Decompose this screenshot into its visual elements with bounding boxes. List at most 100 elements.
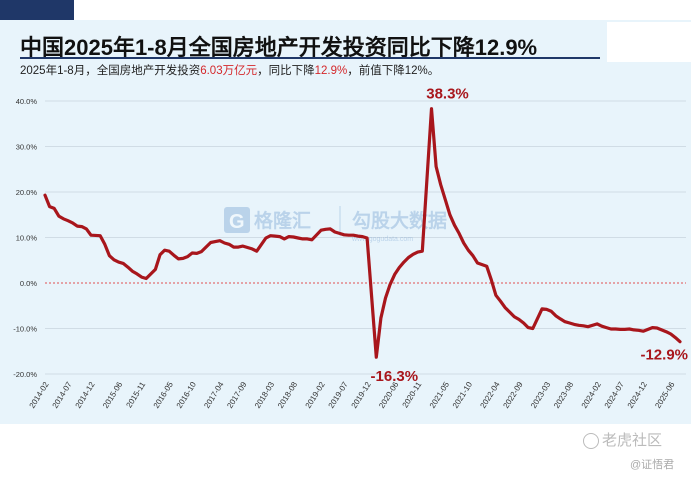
y-tick-label: 20.0%	[16, 188, 38, 197]
data-point	[85, 228, 87, 230]
data-point	[389, 283, 391, 285]
data-point	[325, 228, 327, 230]
x-tick-label: 2017-04	[202, 380, 225, 410]
x-tick-label: 2024-02	[580, 380, 603, 410]
data-point	[90, 234, 92, 236]
x-tick-label: 2023-03	[529, 380, 552, 410]
data-point	[421, 250, 423, 252]
x-axis: 2014-02 2014-07 2014-12 2015-06 2015-11 2016-…	[28, 380, 677, 410]
x-tick-label: 2018-08	[276, 380, 299, 410]
data-point	[541, 308, 543, 310]
data-point	[256, 250, 258, 252]
x-tick-label: 2019-02	[304, 380, 327, 410]
data-point	[219, 240, 221, 242]
data-point	[127, 266, 129, 268]
annotation-layer: 38.3% -16.3% -12.9%	[371, 86, 688, 385]
data-point	[513, 316, 515, 318]
data-point	[99, 235, 101, 237]
data-point	[527, 327, 529, 329]
title-underline	[20, 57, 600, 59]
data-point	[665, 331, 667, 333]
data-point	[122, 262, 124, 264]
x-tick-label: 2022-04	[478, 380, 501, 410]
data-point	[375, 356, 377, 358]
data-point	[430, 108, 433, 110]
x-tick-label: 2015-11	[124, 380, 147, 410]
data-point	[449, 214, 451, 216]
data-point	[670, 333, 672, 335]
data-point	[610, 328, 612, 330]
watermark-site: www.gogudata.com	[351, 236, 413, 243]
data-point	[605, 327, 608, 329]
chart-panel	[0, 20, 691, 424]
series-line	[43, 107, 682, 359]
x-tick-label: 2017-09	[225, 380, 248, 410]
data-point	[292, 236, 295, 238]
x-tick-label: 2014-12	[74, 380, 97, 410]
data-point	[357, 235, 359, 237]
x-tick-label: 2025-06	[653, 380, 676, 410]
data-point	[283, 238, 285, 240]
data-point	[246, 246, 249, 249]
x-tick-label: 2023-08	[552, 380, 575, 410]
data-point	[338, 232, 341, 234]
x-tick-label: 2016-10	[175, 380, 198, 410]
subtitle-part-3: ，同比下降	[257, 65, 315, 77]
data-point	[306, 238, 308, 240]
tiger-paw-icon	[583, 433, 599, 450]
data-point	[559, 318, 562, 320]
data-point	[523, 322, 525, 324]
watermark-logo-icon	[224, 207, 250, 233]
data-point	[108, 255, 110, 257]
data-point	[384, 297, 387, 299]
data-point	[550, 310, 552, 312]
data-point	[490, 279, 492, 281]
data-point	[564, 321, 566, 323]
x-tick-label: 2022-09	[501, 380, 524, 410]
data-point	[440, 184, 442, 186]
data-point	[601, 325, 603, 327]
data-point	[628, 328, 631, 330]
x-tick-label: 2018-03	[253, 380, 276, 410]
y-tick-label: 10.0%	[16, 234, 38, 243]
chart-subtitle: 2025年1-8月，全国房地产开发投资6.03万亿元，同比下降12.9%，前值下…	[20, 62, 439, 78]
data-point	[578, 324, 580, 326]
data-point	[182, 257, 184, 259]
data-point	[196, 252, 198, 254]
data-point	[288, 236, 290, 238]
data-point	[651, 327, 654, 329]
data-point	[435, 165, 437, 168]
data-point	[113, 259, 115, 261]
data-point	[361, 236, 364, 238]
data-point	[674, 337, 677, 339]
data-point	[104, 243, 106, 245]
data-point	[131, 270, 133, 272]
data-point	[615, 328, 617, 330]
data-point	[265, 237, 267, 239]
data-point	[173, 254, 175, 256]
y-tick-label: -20.0%	[13, 370, 37, 379]
footer-logo-text: 老虎社区	[602, 432, 663, 449]
data-point	[366, 237, 368, 239]
y-tick-label: 40.0%	[16, 97, 38, 106]
data-point	[62, 218, 64, 220]
data-point	[76, 225, 78, 227]
data-point	[302, 238, 304, 240]
data-point	[154, 268, 156, 270]
x-tick-label: 2019-07	[327, 380, 350, 410]
x-tick-label: 2016-05	[152, 380, 175, 410]
data-point	[329, 228, 331, 230]
data-point	[412, 253, 414, 255]
data-point	[486, 265, 488, 267]
data-point	[58, 215, 60, 217]
data-point	[343, 234, 345, 236]
data-point	[555, 315, 557, 317]
data-point	[398, 266, 400, 269]
data-point	[164, 249, 166, 251]
data-point	[499, 300, 502, 302]
data-point	[417, 251, 419, 253]
data-point	[587, 326, 589, 328]
watermark-brand-2: 勾股大数据	[352, 209, 447, 232]
grid-lines	[45, 100, 686, 375]
subtitle-rate: 12.9%	[314, 65, 348, 77]
